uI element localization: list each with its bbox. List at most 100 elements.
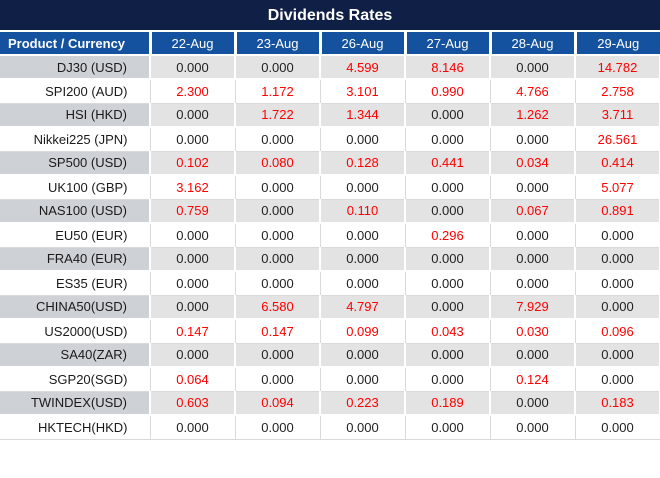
value-cell: 0.000 <box>405 103 491 128</box>
value-cell: 0.000 <box>235 415 321 440</box>
column-header-product-currency: Product / Currency <box>0 32 152 56</box>
value-cell: 0.000 <box>405 127 491 152</box>
value-cell: 0.183 <box>575 391 660 416</box>
value-cell: 0.000 <box>575 223 660 248</box>
value-cell: 0.000 <box>490 223 576 248</box>
value-cell: 0.000 <box>575 271 660 296</box>
value-cell: 0.990 <box>405 79 491 104</box>
value-cell: 0.000 <box>235 55 321 80</box>
value-cell: 0.000 <box>405 175 491 200</box>
value-cell: 0.000 <box>490 55 576 80</box>
product-cell: SA40(ZAR) <box>0 343 151 368</box>
value-cell: 0.000 <box>490 391 576 416</box>
value-cell: 0.000 <box>235 247 321 272</box>
value-cell: 0.128 <box>320 151 406 176</box>
value-cell: 0.000 <box>320 415 406 440</box>
table-row: DJ30 (USD) 0.000 0.000 4.599 8.146 0.000 14.78… <box>0 55 660 80</box>
table-body: DJ30 (USD) 0.000 0.000 4.599 8.146 0.000 14.78… <box>0 55 660 440</box>
value-cell: 1.344 <box>320 103 406 128</box>
table-row: UK100 (GBP) 3.162 0.000 0.000 0.000 0.000 5.07… <box>0 175 660 200</box>
value-cell: 0.000 <box>235 199 321 224</box>
page-title: Dividends Rates <box>0 0 660 32</box>
value-cell: 0.000 <box>575 367 660 392</box>
value-cell: 0.000 <box>405 199 491 224</box>
value-cell: 4.766 <box>490 79 576 104</box>
value-cell: 0.000 <box>405 367 491 392</box>
value-cell: 0.000 <box>320 271 406 296</box>
table-row: HKTECH(HKD) 0.000 0.000 0.000 0.000 0.000 0.00… <box>0 415 660 440</box>
value-cell: 0.759 <box>150 199 236 224</box>
column-header-28-aug: 28-Aug <box>490 32 577 56</box>
value-cell: 0.064 <box>150 367 236 392</box>
value-cell: 0.124 <box>490 367 576 392</box>
product-cell: SPI200 (AUD) <box>0 79 151 104</box>
value-cell: 0.000 <box>235 127 321 152</box>
product-cell: DJ30 (USD) <box>0 55 151 80</box>
product-cell: SP500 (USD) <box>0 151 151 176</box>
value-cell: 0.000 <box>575 415 660 440</box>
value-cell: 0.000 <box>490 271 576 296</box>
value-cell: 0.000 <box>405 343 491 368</box>
value-cell: 0.000 <box>150 295 236 320</box>
column-header-23-aug: 23-Aug <box>235 32 322 56</box>
product-cell: HSI (HKD) <box>0 103 151 128</box>
value-cell: 2.300 <box>150 79 236 104</box>
value-cell: 0.000 <box>405 271 491 296</box>
value-cell: 0.099 <box>320 319 406 344</box>
table-row: NAS100 (USD) 0.759 0.000 0.110 0.000 0.067 0.8… <box>0 199 660 224</box>
value-cell: 0.441 <box>405 151 491 176</box>
table-row: SGP20(SGD) 0.064 0.000 0.000 0.000 0.124 0.000 <box>0 367 660 392</box>
value-cell: 0.000 <box>490 175 576 200</box>
table-row: FRA40 (EUR) 0.000 0.000 0.000 0.000 0.000 0.00… <box>0 247 660 272</box>
value-cell: 0.000 <box>320 127 406 152</box>
value-cell: 3.101 <box>320 79 406 104</box>
table-row: ES35 (EUR) 0.000 0.000 0.000 0.000 0.000 0.000 <box>0 271 660 296</box>
table-row: HSI (HKD) 0.000 1.722 1.344 0.000 1.262 3.711 <box>0 103 660 128</box>
value-cell: 3.711 <box>575 103 660 128</box>
value-cell: 0.000 <box>575 247 660 272</box>
value-cell: 0.000 <box>150 55 236 80</box>
value-cell: 0.000 <box>490 415 576 440</box>
value-cell: 0.000 <box>150 271 236 296</box>
value-cell: 6.580 <box>235 295 321 320</box>
value-cell: 0.603 <box>150 391 236 416</box>
value-cell: 0.000 <box>150 247 236 272</box>
value-cell: 0.147 <box>235 319 321 344</box>
value-cell: 14.782 <box>575 55 660 80</box>
column-header-26-aug: 26-Aug <box>320 32 407 56</box>
value-cell: 0.000 <box>150 343 236 368</box>
column-header-22-aug: 22-Aug <box>150 32 237 56</box>
table-row: Nikkei225 (JPN) 0.000 0.000 0.000 0.000 0.000… <box>0 127 660 152</box>
column-header-27-aug: 27-Aug <box>405 32 492 56</box>
value-cell: 0.000 <box>235 223 321 248</box>
value-cell: 0.000 <box>150 223 236 248</box>
value-cell: 0.000 <box>235 271 321 296</box>
value-cell: 0.000 <box>320 343 406 368</box>
value-cell: 0.000 <box>235 175 321 200</box>
value-cell: 0.000 <box>150 103 236 128</box>
value-cell: 0.030 <box>490 319 576 344</box>
product-cell: TWINDEX(USD) <box>0 391 151 416</box>
table-row: SA40(ZAR) 0.000 0.000 0.000 0.000 0.000 0.000 <box>0 343 660 368</box>
table-row: TWINDEX(USD) 0.603 0.094 0.223 0.189 0.000 0.1… <box>0 391 660 416</box>
table-row: SPI200 (AUD) 2.300 1.172 3.101 0.990 4.766 2.7… <box>0 79 660 104</box>
value-cell: 0.000 <box>320 223 406 248</box>
table-row: US2000(USD) 0.147 0.147 0.099 0.043 0.030 0.09… <box>0 319 660 344</box>
value-cell: 0.296 <box>405 223 491 248</box>
value-cell: 0.223 <box>320 391 406 416</box>
product-cell: EU50 (EUR) <box>0 223 151 248</box>
value-cell: 0.000 <box>405 247 491 272</box>
value-cell: 0.000 <box>320 367 406 392</box>
column-header-29-aug: 29-Aug <box>575 32 660 56</box>
value-cell: 0.043 <box>405 319 491 344</box>
value-cell: 0.891 <box>575 199 660 224</box>
value-cell: 2.758 <box>575 79 660 104</box>
product-cell: SGP20(SGD) <box>0 367 151 392</box>
dividends-rates-table: Product / Currency 22-Aug 23-Aug 26-Aug 27-A… <box>0 32 660 440</box>
product-cell: ES35 (EUR) <box>0 271 151 296</box>
value-cell: 0.000 <box>235 367 321 392</box>
value-cell: 0.000 <box>320 247 406 272</box>
table-row: EU50 (EUR) 0.000 0.000 0.000 0.296 0.000 0.000 <box>0 223 660 248</box>
value-cell: 1.722 <box>235 103 321 128</box>
value-cell: 0.000 <box>575 295 660 320</box>
